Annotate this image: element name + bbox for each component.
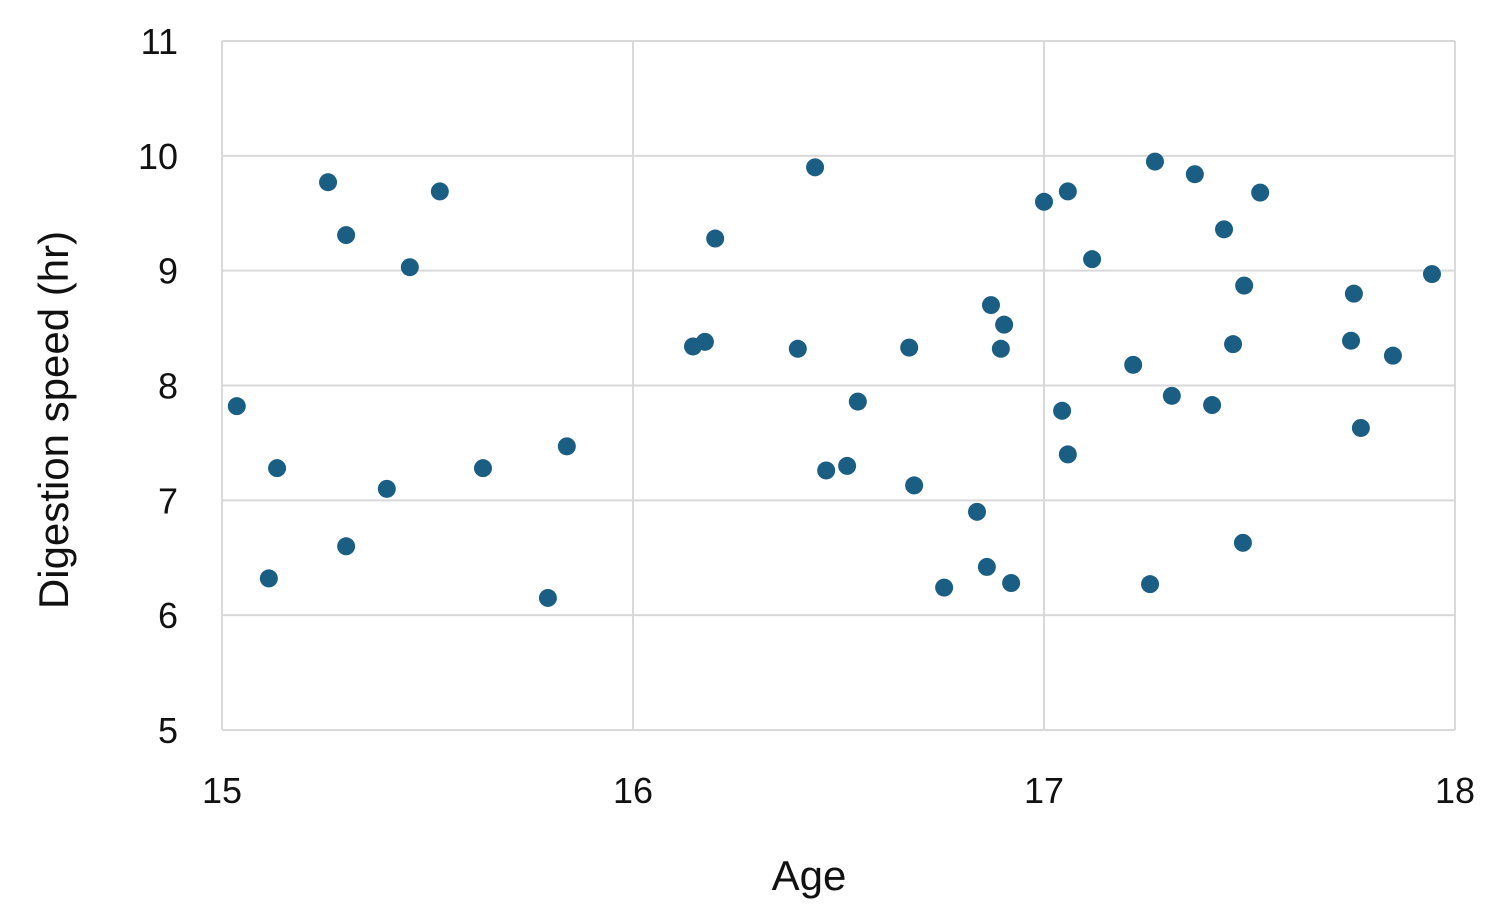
point [1344,284,1363,303]
x-tick-label: 16 [613,770,653,811]
point [1058,445,1077,464]
x-axis-label: Age [772,852,847,899]
point [1422,265,1441,284]
y-tick-label: 10 [138,136,178,177]
point [1185,165,1204,184]
point [1162,386,1181,405]
point [319,173,338,192]
y-axis-label: Digestion speed (hr) [30,231,77,609]
point [935,578,954,597]
point [268,459,287,478]
point [227,397,246,416]
point [430,182,449,201]
y-tick-label: 6 [158,595,178,636]
point [1215,220,1234,239]
point [1002,574,1021,593]
point [1351,418,1370,437]
point [806,158,825,177]
point [900,338,919,357]
point [1342,331,1361,350]
point [400,258,419,277]
point [1145,152,1164,171]
point [695,332,714,351]
point [1083,250,1102,269]
point [1203,396,1222,415]
y-tick-label: 11 [141,21,178,62]
point [1251,183,1270,202]
point [473,459,492,478]
point [1235,276,1254,295]
point [905,476,924,495]
point [538,588,557,607]
point [995,315,1014,334]
point [848,392,867,411]
point [817,461,836,480]
y-tick-label: 5 [158,710,178,751]
point [259,569,278,588]
x-tick-label: 17 [1024,770,1064,811]
point [981,296,1000,315]
point [337,226,356,245]
x-tick-label: 15 [202,770,242,811]
x-tick-label: 18 [1435,770,1475,811]
point [788,339,807,358]
point [1233,533,1252,552]
point [557,437,576,456]
point [1224,335,1243,354]
y-tick-label: 7 [158,480,178,521]
point [377,479,396,498]
point [991,339,1010,358]
point [1053,401,1072,420]
point [1383,346,1402,365]
point [1035,192,1053,211]
point [1141,575,1160,594]
y-tick-label: 8 [158,366,178,407]
y-tick-label: 9 [158,251,178,292]
point [706,229,725,248]
point [337,537,356,556]
point [968,502,987,521]
point [1058,182,1077,201]
point [1124,355,1143,374]
point [838,456,857,475]
point [977,557,996,576]
